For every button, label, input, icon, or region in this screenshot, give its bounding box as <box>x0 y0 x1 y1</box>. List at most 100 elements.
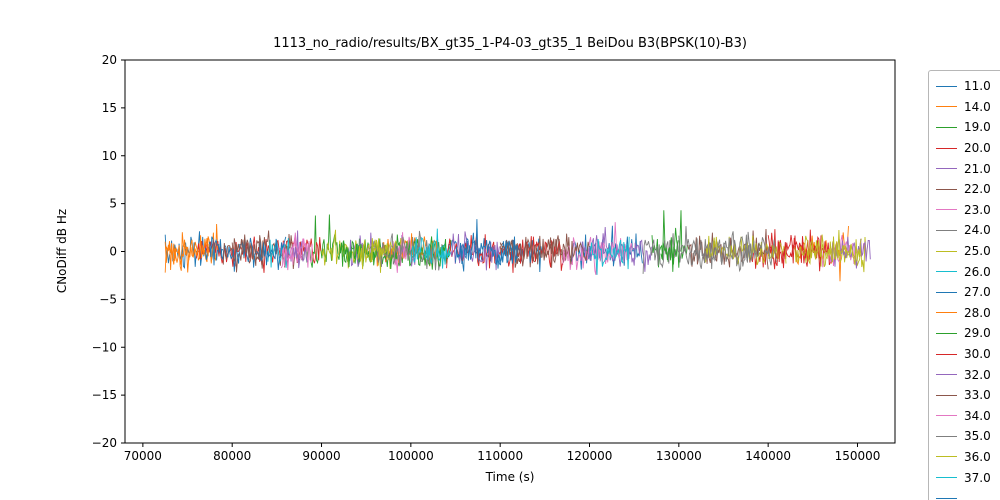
chart-title: 1113_no_radio/results/BX_gt35_1-P4-03_gt… <box>273 36 747 51</box>
x-tick-label: 130000 <box>656 449 702 463</box>
legend: 11.0 14.0 19.0 20.0 21.0 22.0 23.0 24.0 25.0 26.0… <box>928 70 1000 500</box>
legend-entry: 14.0 <box>936 97 1000 118</box>
legend-label: 37.0 <box>964 470 991 485</box>
legend-entry: 35.0 <box>936 426 1000 447</box>
legend-line-sample <box>936 188 957 190</box>
x-tick-label: 100000 <box>388 449 434 463</box>
series-line <box>285 230 308 269</box>
legend-label: 19.0 <box>964 120 991 135</box>
legend-line-sample <box>936 85 957 87</box>
legend-line-sample <box>936 250 957 252</box>
x-tick-label: 120000 <box>567 449 613 463</box>
legend-line-sample <box>936 415 957 417</box>
legend-line-sample <box>936 332 957 334</box>
y-tick-label: 15 <box>102 101 117 115</box>
legend-label: 32.0 <box>964 367 991 382</box>
series-line <box>499 233 590 268</box>
legend-label: 11.0 <box>964 79 991 94</box>
legend-line-sample <box>936 209 957 211</box>
legend-entry: 32.0 <box>936 364 1000 385</box>
series-line <box>280 232 309 271</box>
legend-line-sample <box>936 497 957 499</box>
y-tick-label: 20 <box>102 53 117 67</box>
x-tick-label: 80000 <box>213 449 251 463</box>
legend-label: 29.0 <box>964 326 991 341</box>
legend-label: 25.0 <box>964 244 991 259</box>
series-line <box>267 238 290 268</box>
y-tick-label: −10 <box>92 340 117 354</box>
legend-label: 14.0 <box>964 99 991 114</box>
legend-label: 23.0 <box>964 202 991 217</box>
legend-label: 34.0 <box>964 408 991 423</box>
legend-line-sample <box>936 291 957 293</box>
legend-entry: 28.0 <box>936 303 1000 324</box>
series-line <box>164 232 210 273</box>
series-line <box>222 234 264 265</box>
legend-entry: 24.0 <box>936 220 1000 241</box>
series-line <box>164 223 220 273</box>
series-line <box>231 230 304 273</box>
series-line <box>374 233 438 267</box>
series-line <box>410 236 451 265</box>
legend-label: 30.0 <box>964 347 991 362</box>
y-tick-label: 0 <box>109 245 117 259</box>
legend-line-sample <box>936 271 957 273</box>
y-tick-label: 10 <box>102 149 117 163</box>
x-tick-label: 110000 <box>477 449 523 463</box>
legend-label: 26.0 <box>964 264 991 279</box>
series-line <box>660 240 679 272</box>
series-line <box>589 236 630 275</box>
legend-line-sample <box>936 456 957 458</box>
legend-label: 35.0 <box>964 429 991 444</box>
legend-line-sample <box>936 435 957 437</box>
y-tick-label: −20 <box>92 436 117 450</box>
legend-line-sample <box>936 394 957 396</box>
legend-entry: 30.0 <box>936 344 1000 365</box>
legend-label: 24.0 <box>964 223 991 238</box>
series-line <box>580 226 652 272</box>
legend-line-sample <box>936 147 957 149</box>
legend-entry: 25.0 <box>936 241 1000 262</box>
legend-line-sample <box>936 126 957 128</box>
legend-label: 28.0 <box>964 305 991 320</box>
legend-entry: 19.0 <box>936 117 1000 138</box>
legend-label: 33.0 <box>964 388 991 403</box>
legend-entry: 26.0 <box>936 261 1000 282</box>
legend-entry: 33.0 <box>936 385 1000 406</box>
legend-entry <box>936 488 1000 500</box>
legend-entry: 23.0 <box>936 200 1000 221</box>
legend-entry: 11.0 <box>936 76 1000 97</box>
legend-line-sample <box>936 229 957 231</box>
y-tick-label: 5 <box>109 197 117 211</box>
legend-entry: 36.0 <box>936 447 1000 468</box>
x-axis-label: Time (s) <box>485 470 535 484</box>
series-line <box>678 234 777 269</box>
series-line <box>455 219 519 266</box>
legend-entry: 20.0 <box>936 138 1000 159</box>
y-tick-label: −5 <box>99 292 117 306</box>
legend-label: 22.0 <box>964 182 991 197</box>
legend-entry: 22.0 <box>936 179 1000 200</box>
x-tick-label: 140000 <box>745 449 791 463</box>
legend-label: 21.0 <box>964 161 991 176</box>
x-tick-label: 70000 <box>124 449 162 463</box>
legend-label: 27.0 <box>964 285 991 300</box>
legend-entry: 21.0 <box>936 158 1000 179</box>
legend-line-sample <box>936 106 957 108</box>
series-line <box>642 226 751 274</box>
legend-line-sample <box>936 312 957 314</box>
legend-line-sample <box>936 353 957 355</box>
series-line <box>356 238 398 270</box>
legend-entry: 37.0 <box>936 467 1000 488</box>
y-tick-label: −15 <box>92 388 117 402</box>
legend-line-sample <box>936 374 957 376</box>
series-line <box>794 229 862 266</box>
legend-entry: 29.0 <box>936 323 1000 344</box>
legend-line-sample <box>936 477 957 479</box>
legend-entry: 27.0 <box>936 282 1000 303</box>
x-tick-label: 90000 <box>302 449 340 463</box>
series-lines <box>164 210 871 282</box>
legend-label: 36.0 <box>964 449 991 464</box>
